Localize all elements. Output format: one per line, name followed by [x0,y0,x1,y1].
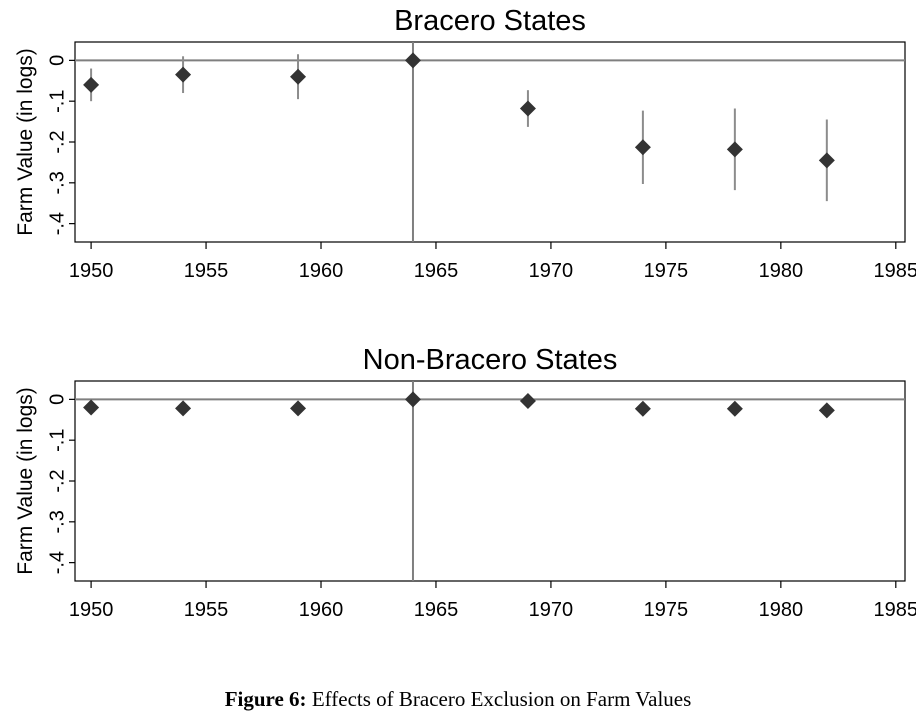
y-tick-label: -.4 [46,551,68,574]
x-tick-label: 1970 [529,599,574,621]
data-point [818,402,835,419]
y-tick-label: -.2 [46,469,68,492]
figure-caption: Figure 6: Effects of Bracero Exclusion o… [0,687,916,712]
x-tick-label: 1950 [69,260,114,282]
y-tick-label: -.3 [46,171,68,194]
data-point [634,139,651,156]
chart-panel-2: Non-Bracero States Farm Value (in logs) 0 -… [14,344,916,621]
data-point [404,52,421,69]
y-tick-label: -.2 [46,130,68,153]
x-tick-label: 1955 [184,599,229,621]
y-tick-label: -.4 [46,212,68,235]
x-tick-label: 1975 [644,260,689,282]
figure-caption-text: Effects of Bracero Exclusion on Farm Val… [311,687,692,711]
plot-frame [74,41,906,243]
chart-title: Non-Bracero States [363,344,618,376]
data-point [726,141,743,158]
x-tick-label: 1980 [759,260,804,282]
y-tick-label: -.1 [46,90,68,113]
data-point [404,391,421,408]
data-point [290,400,307,417]
data-point [83,399,100,416]
plot-frame [74,380,906,582]
data-point [175,400,192,417]
x-tick-label: 1965 [414,260,459,282]
data-point [175,66,192,83]
y-tick-label: 0 [46,394,68,405]
x-tick-label: 1985 [874,260,916,282]
data-point [83,76,100,93]
data-point [634,400,651,417]
y-tick-label: -.3 [46,510,68,533]
x-tick-label: 1950 [69,599,114,621]
x-tick-label: 1970 [529,260,574,282]
x-tick-label: 1955 [184,260,229,282]
x-tick-label: 1985 [874,599,916,621]
x-tick-label: 1960 [299,599,344,621]
data-point [290,68,307,85]
figure-label: Figure 6: [224,687,307,711]
chart-title: Bracero States [394,5,586,37]
x-tick-label: 1960 [299,260,344,282]
x-tick-label: 1980 [759,599,804,621]
chart-panel-1: Bracero States Farm Value (in logs) 0 -.1 -.… [14,5,916,282]
x-tick-label: 1965 [414,599,459,621]
y-axis-label: Farm Value (in logs) [14,387,37,575]
data-point [818,152,835,169]
y-tick-label: -.1 [46,429,68,452]
y-axis-label: Farm Value (in logs) [14,48,37,236]
y-tick-label: 0 [46,55,68,66]
data-point [519,393,536,409]
x-tick-label: 1975 [644,599,689,621]
data-point [726,400,743,417]
data-point [519,100,536,117]
